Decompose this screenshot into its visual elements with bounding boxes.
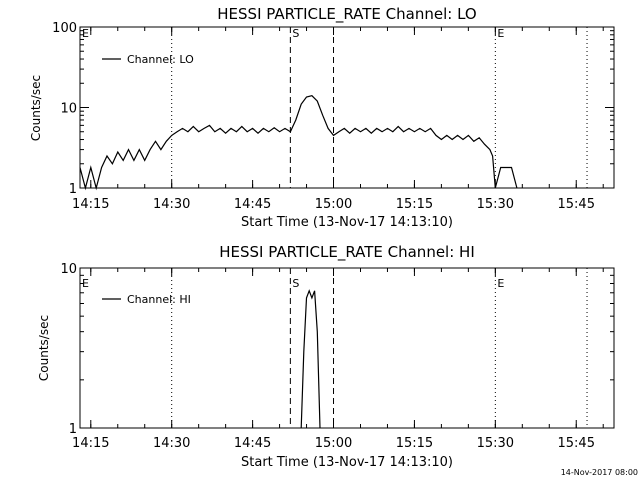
series-line [79, 95, 518, 191]
hi-channel-panel: HESSI PARTICLE_RATE Channel: HI E S E 1 10 14:… [37, 243, 615, 470]
x-tick-label: 14:45 [234, 197, 271, 212]
x-tick-label: 15:00 [315, 436, 352, 451]
x-tick-label: 15:15 [396, 197, 433, 212]
footer-timestamp: 14-Nov-2017 08:00 [561, 468, 638, 477]
x-tick-label: 15:45 [558, 197, 595, 212]
chart-title: HESSI PARTICLE_RATE Channel: LO [217, 5, 476, 24]
x-tick-label: 14:30 [153, 197, 190, 212]
legend-entry: Channel: LO [127, 53, 194, 66]
plot-frame [79, 26, 615, 189]
event-marker-label: E [497, 277, 504, 290]
event-marker-label: E [82, 277, 89, 290]
x-tick-label: 14:45 [234, 436, 271, 451]
event-marker-label: E [82, 27, 89, 40]
x-tick-label: 15:30 [477, 436, 514, 451]
y-tick-label: 10 [60, 102, 77, 117]
x-tick-label: 14:15 [72, 436, 109, 451]
x-tick-label: 15:30 [477, 197, 514, 212]
plot-frame [79, 267, 615, 429]
y-axis-label: Counts/sec [37, 315, 51, 381]
event-marker-label: S [292, 277, 299, 290]
x-tick-label: 14:30 [153, 436, 190, 451]
x-tick-label: 15:00 [315, 197, 352, 212]
event-marker-label: S [292, 27, 299, 40]
x-tick-label: 15:45 [558, 436, 595, 451]
x-axis-label: Start Time (13-Nov-17 14:13:10) [241, 455, 453, 470]
y-tick-label: 1 [69, 422, 77, 437]
series-line [300, 289, 321, 429]
x-tick-label: 14:15 [72, 197, 109, 212]
x-axis-label: Start Time (13-Nov-17 14:13:10) [241, 215, 453, 230]
y-tick-label: 10 [60, 262, 77, 277]
lo-channel-panel: HESSI PARTICLE_RATE Channel: LO E S E 1 10 100… [29, 5, 615, 230]
y-axis-label: Counts/sec [29, 75, 43, 141]
legend-entry: Channel: HI [127, 293, 191, 306]
y-tick-label: 100 [52, 21, 77, 36]
event-marker-label: E [497, 27, 504, 40]
chart-title: HESSI PARTICLE_RATE Channel: HI [219, 243, 475, 262]
y-tick-label: 1 [69, 182, 77, 197]
x-tick-label: 15:15 [396, 436, 433, 451]
